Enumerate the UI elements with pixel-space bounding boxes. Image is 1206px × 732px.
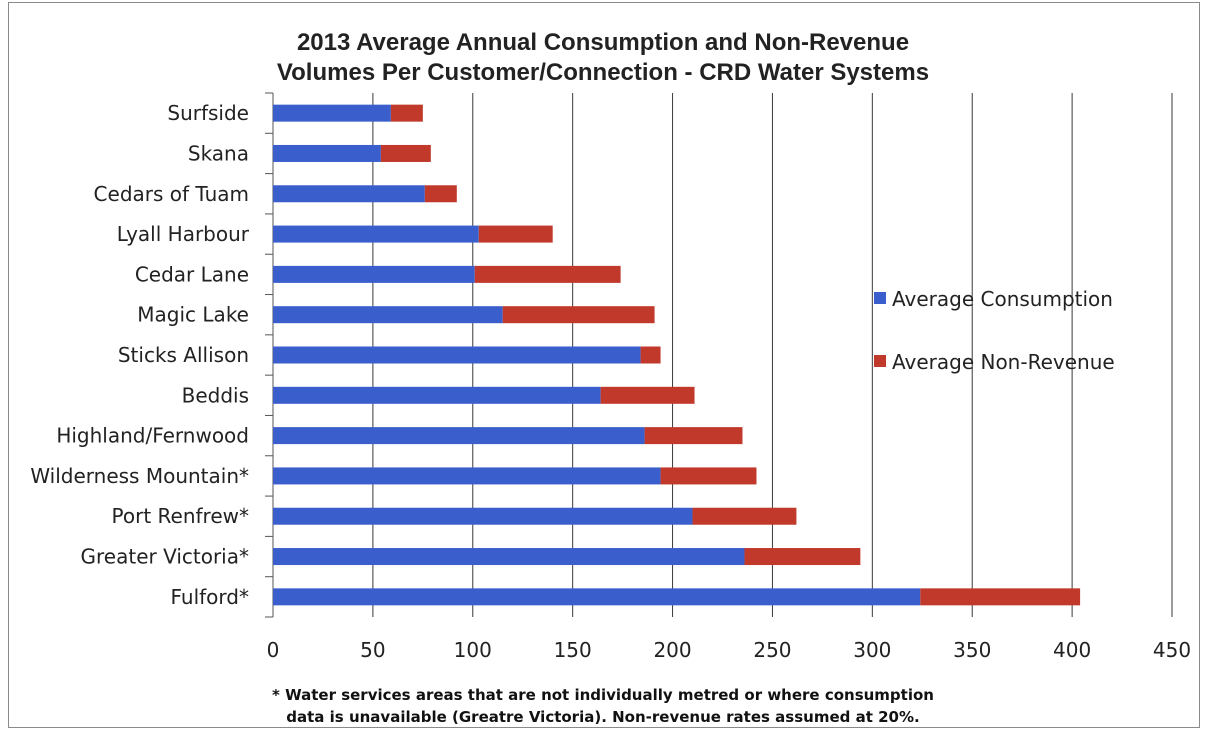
category-label: Wilderness Mountain* bbox=[30, 464, 249, 488]
category-label: Port Renfrew* bbox=[112, 504, 249, 528]
bar-non-revenue bbox=[600, 386, 695, 404]
bar-non-revenue bbox=[390, 104, 423, 122]
x-tick-label: 250 bbox=[753, 638, 791, 662]
chart-title-line2: Volumes Per Customer/Connection - CRD Wa… bbox=[276, 59, 930, 86]
bar-non-revenue bbox=[502, 306, 655, 324]
x-tick-label: 200 bbox=[653, 638, 691, 662]
x-tick-label: 300 bbox=[853, 638, 891, 662]
category-label: Highland/Fernwood bbox=[56, 424, 249, 448]
footnote: * Water services areas that are not indi… bbox=[0, 684, 1206, 728]
bar-consumption bbox=[273, 144, 381, 162]
bar-non-revenue bbox=[640, 346, 661, 364]
bar-consumption bbox=[273, 386, 601, 404]
bar-non-revenue bbox=[692, 507, 797, 525]
bar-non-revenue bbox=[380, 144, 431, 162]
category-label: Lyall Harbour bbox=[117, 222, 250, 246]
legend-label: Average Non-Revenue bbox=[892, 350, 1115, 374]
bar-consumption bbox=[273, 265, 475, 283]
bar-consumption bbox=[273, 507, 693, 525]
legend-swatch-non-revenue bbox=[874, 355, 886, 367]
legend-swatch-consumption bbox=[874, 292, 886, 304]
chart-title: 2013 Average Annual Consumption and Non-… bbox=[0, 28, 1206, 88]
category-label: Cedars of Tuam bbox=[94, 182, 249, 206]
footnote-line1: * Water services areas that are not indi… bbox=[272, 686, 934, 704]
x-tick-label: 150 bbox=[554, 638, 592, 662]
category-label: Greater Victoria* bbox=[81, 545, 249, 569]
bar-consumption bbox=[273, 225, 479, 243]
bar-consumption bbox=[273, 346, 641, 364]
category-label: Surfside bbox=[167, 101, 249, 125]
bar-consumption bbox=[273, 185, 425, 203]
category-label: Magic Lake bbox=[137, 303, 249, 327]
bar-consumption bbox=[273, 427, 645, 445]
bar-non-revenue bbox=[744, 548, 861, 566]
category-label: Fulford* bbox=[171, 585, 250, 609]
bar-non-revenue bbox=[478, 225, 553, 243]
category-label: Cedar Lane bbox=[135, 262, 249, 286]
bar-non-revenue bbox=[424, 185, 457, 203]
x-tick-label: 450 bbox=[1153, 638, 1191, 662]
x-tick-label: 100 bbox=[454, 638, 492, 662]
x-tick-label: 0 bbox=[267, 638, 280, 662]
bar-consumption bbox=[273, 104, 391, 122]
chart-frame bbox=[8, 2, 1200, 728]
bar-consumption bbox=[273, 467, 661, 485]
bar-non-revenue bbox=[660, 467, 757, 485]
category-label: Skana bbox=[188, 141, 249, 165]
bar-non-revenue bbox=[474, 265, 621, 283]
chart-title-line1: 2013 Average Annual Consumption and Non-… bbox=[296, 29, 910, 56]
category-label: Beddis bbox=[182, 383, 249, 407]
footnote-line2: data is unavailable (Greatre Victoria). … bbox=[286, 708, 920, 726]
bar-non-revenue bbox=[920, 588, 1081, 606]
category-label: Sticks Allison bbox=[118, 343, 249, 367]
bar-consumption bbox=[273, 306, 503, 324]
bar-consumption bbox=[273, 588, 921, 606]
x-tick-label: 400 bbox=[1053, 638, 1091, 662]
legend-label: Average Consumption bbox=[892, 287, 1113, 311]
bar-consumption bbox=[273, 548, 745, 566]
x-tick-label: 50 bbox=[360, 638, 385, 662]
bar-non-revenue bbox=[644, 427, 743, 445]
x-tick-label: 350 bbox=[953, 638, 991, 662]
